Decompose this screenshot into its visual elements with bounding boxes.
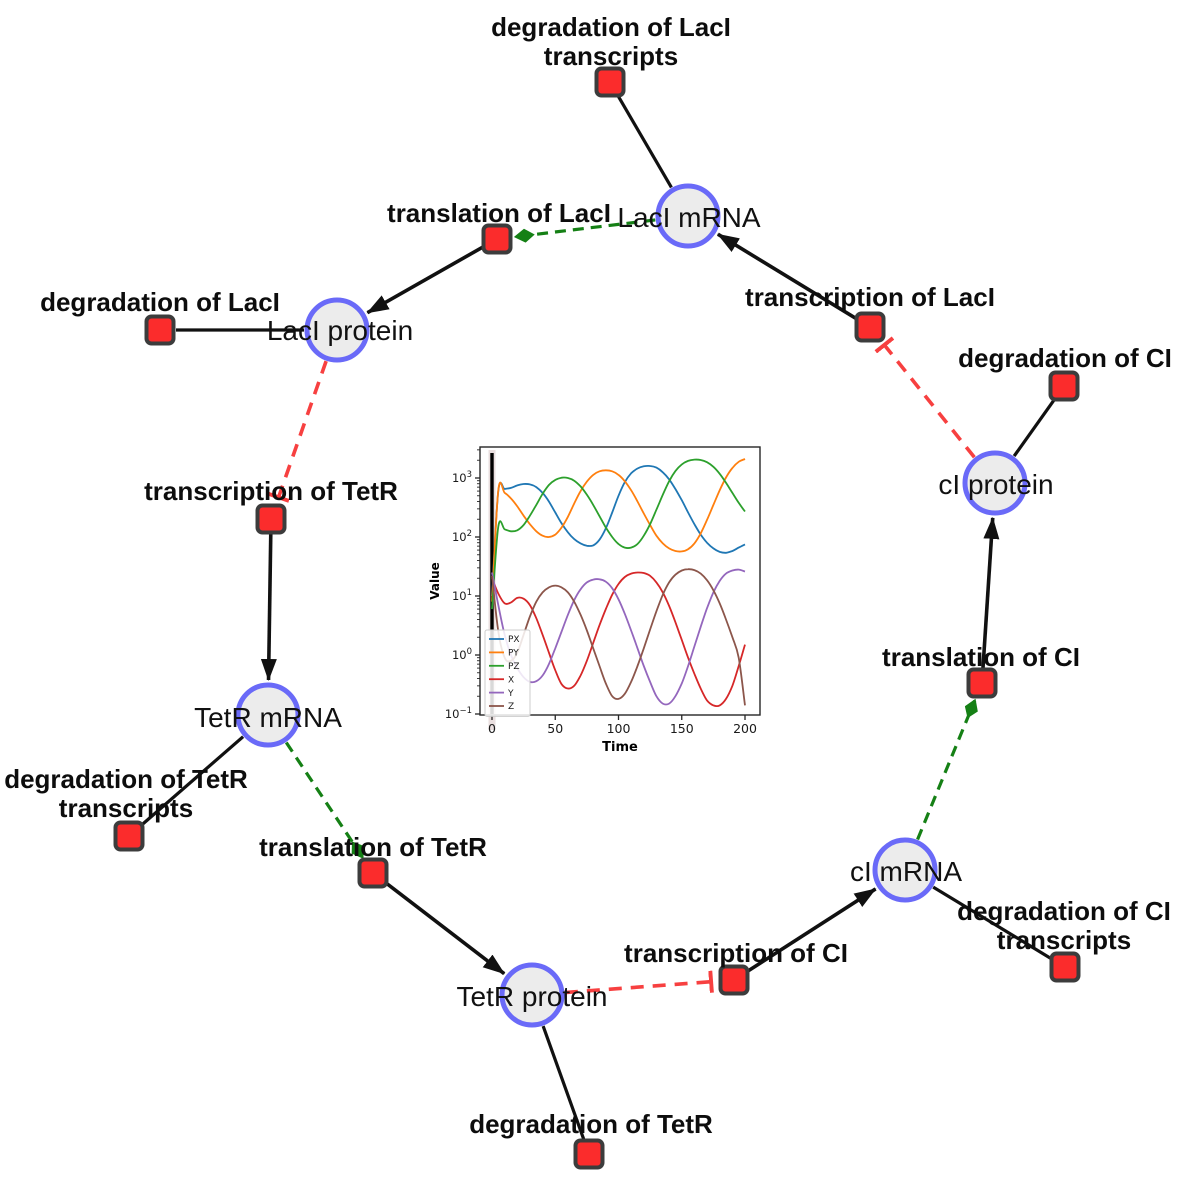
reaction-node-txn_cI [718, 964, 750, 996]
reaction-label-deg_tetR_tx-line1: degradation of TetR [4, 764, 248, 794]
reaction-node-txn_tetR [255, 503, 287, 535]
y-tick-label: 101 [452, 588, 472, 603]
reaction-node-deg_lacI [144, 314, 176, 346]
reaction-node-deg_lacI_tx [594, 66, 626, 98]
inset-chart: 0 50 100 150 200 Time 103 102 101 100 10−1 Value PX P… [425, 435, 781, 761]
y-tick-label: 100 [452, 647, 472, 662]
reaction-node-deg_tetR_tx [113, 820, 145, 852]
species-label-cI_mRNA: cI mRNA [850, 856, 962, 887]
edge-plain-tetR_mRNA-to-deg_tetR_tx [140, 735, 245, 827]
reaction-label-deg_lacI: degradation of LacI [40, 287, 280, 317]
reaction-label-deg_cI_tx-line1: degradation of CI [957, 896, 1171, 926]
series-layer [491, 458, 746, 708]
species-node-cI_protein [962, 450, 1028, 516]
edges-layer [140, 95, 1057, 1140]
edge-plain-lacI_mRNA-to-deg_lacI_tx [616, 95, 673, 189]
y-axis-label: Value [428, 562, 442, 600]
reaction-label-transl_lacI: translation of LacI [387, 198, 611, 228]
legend-label-PY: PY [508, 649, 519, 659]
species-label-lacI_mRNA: LacI mRNA [617, 202, 760, 233]
reaction-label-deg_cI_tx-line2: transcripts [997, 925, 1131, 955]
species-label-tetR_mRNA: TetR mRNA [194, 702, 342, 733]
x-axis-label: Time [602, 740, 638, 755]
series-line-Z [491, 568, 746, 706]
edge-plain-cI_mRNA-to-deg_cI_tx [932, 885, 1053, 961]
reaction-label-transl_tetR: translation of TetR [259, 832, 487, 862]
reaction-node-transl_cI [966, 667, 998, 699]
edge-arrow-txn_lacI-to-lacI_mRNA [716, 232, 859, 321]
x-tick-label: 100 [607, 721, 631, 736]
reaction-label-deg_tetR: degradation of TetR [469, 1109, 713, 1139]
species-node-tetR_protein [499, 962, 565, 1028]
reaction-node-transl_lacI [481, 223, 513, 255]
edge-inhibition-cI_protein-to-txn_lacI [874, 336, 976, 459]
edge-modifier-lacI_mRNA-to-transl_lacI [513, 218, 656, 243]
legend-label-Z: Z [508, 702, 514, 712]
species-node-lacI_protein [304, 297, 370, 363]
species-node-lacI_mRNA [655, 183, 721, 249]
y-tick-label: 103 [452, 470, 472, 485]
nodes-layer [113, 66, 1081, 1170]
species-label-tetR_protein: TetR protein [457, 981, 608, 1012]
series-line-Y [491, 568, 746, 706]
reaction-node-deg_tetR [573, 1138, 605, 1170]
edge-plain-tetR_protein-to-deg_tetR [541, 1025, 586, 1140]
reaction-node-transl_tetR [357, 857, 389, 889]
reaction-label-txn_lacI: transcription of LacI [745, 282, 995, 312]
edge-modifier-tetR_mRNA-to-transl_tetR [284, 741, 364, 859]
y-tick-label: 102 [452, 529, 472, 544]
reaction-label-transl_cI: translation of CI [882, 642, 1080, 672]
legend-label-PX: PX [508, 635, 520, 645]
x-tick-label: 150 [670, 721, 694, 736]
edge-arrow-transl_lacI-to-lacI_protein [366, 244, 485, 315]
series-line-PY [491, 458, 746, 602]
edge-arrow-transl_cI-to-cI_protein [981, 516, 1000, 669]
series-line-X [491, 571, 746, 708]
reaction-node-deg_cI_tx [1049, 951, 1081, 983]
x-tick-label: 0 [488, 721, 496, 736]
edge-arrow-txn_tetR-to-tetR_mRNA [260, 533, 277, 682]
legend-label-X: X [508, 675, 514, 685]
reaction-label-deg_lacI_tx-line1: degradation of LacI [491, 12, 731, 42]
species-label-lacI_protein: LacI protein [267, 315, 413, 346]
labels-layer: degradation of LacItranscriptstranslatio… [4, 12, 1172, 1139]
reaction-label-txn_tetR: transcription of TetR [144, 476, 398, 506]
edge-plain-cI_protein-to-deg_cI [1012, 398, 1057, 458]
y-tick-label: 10−1 [445, 706, 472, 721]
x-tick-label: 200 [733, 721, 757, 736]
legend-label-PZ: PZ [508, 662, 520, 672]
series-line-PZ [491, 458, 746, 610]
timecourse-plot: 0 50 100 150 200 Time 103 102 101 100 10−1 Value PX P… [428, 446, 761, 755]
species-node-tetR_mRNA [235, 682, 301, 748]
axes-box [479, 446, 761, 716]
legend-label-Y: Y [507, 689, 514, 699]
reaction-label-txn_cI: transcription of CI [624, 938, 848, 968]
edge-inhibition-tetR_protein-to-txn_cI [564, 970, 714, 995]
series-line-PX [491, 464, 746, 597]
edge-arrow-txn_cI-to-cI_mRNA [745, 887, 877, 974]
reaction-label-deg_lacI_tx-line2: transcripts [544, 41, 678, 71]
x-tick-label: 50 [547, 721, 563, 736]
reaction-label-deg_tetR_tx-line2: transcripts [59, 793, 193, 823]
edge-arrow-transl_tetR-to-tetR_protein [383, 880, 506, 976]
species-label-cI_protein: cI protein [938, 469, 1053, 500]
edge-inhibition-lacI_protein-to-txn_tetR [267, 360, 328, 503]
species-node-cI_mRNA [872, 837, 938, 903]
edge-modifier-cI_mRNA-to-transl_cI [916, 698, 978, 841]
reaction-label-deg_cI: degradation of CI [958, 343, 1172, 373]
reaction-node-deg_cI [1048, 370, 1080, 402]
reaction-node-txn_lacI [854, 311, 886, 343]
